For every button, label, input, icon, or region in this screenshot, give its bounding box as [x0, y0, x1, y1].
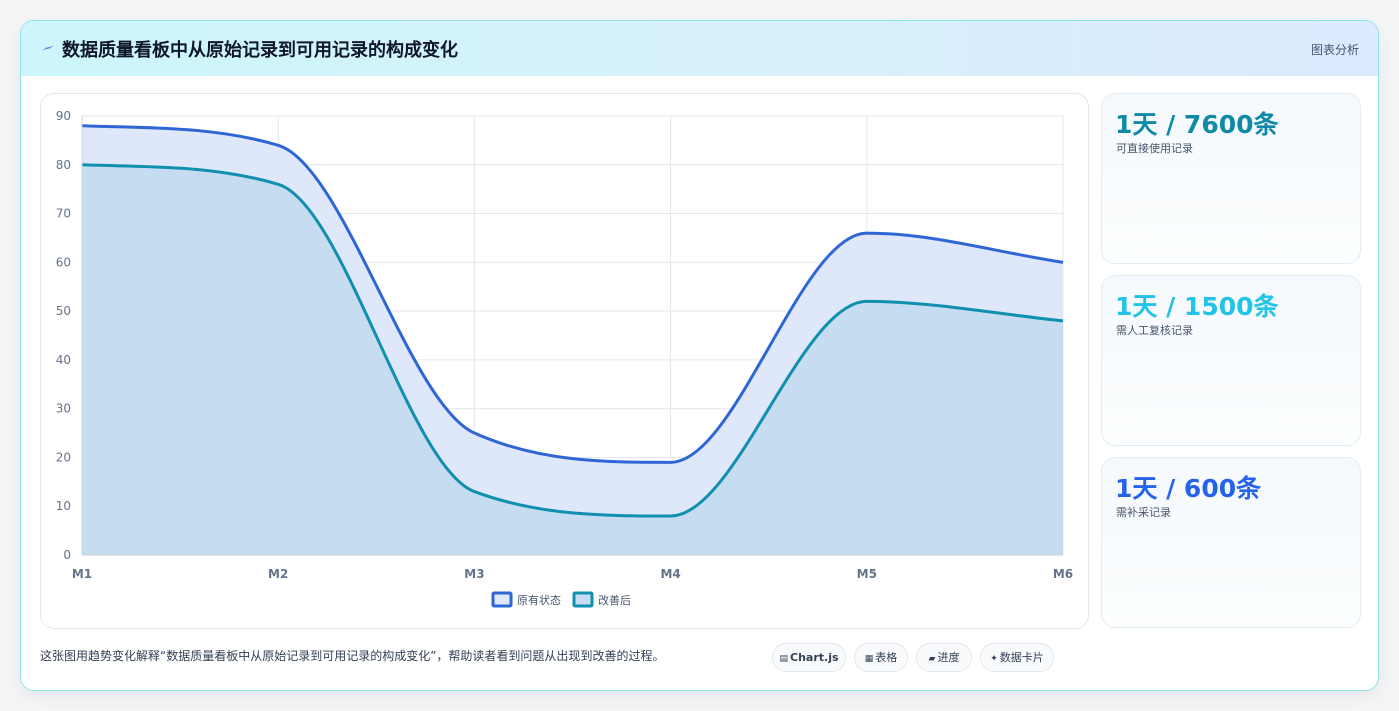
chip-label: 数据卡片	[999, 651, 1044, 664]
y-tick-label: 0	[63, 548, 71, 562]
table-icon: ▦	[864, 654, 874, 664]
progress-icon: ▰	[928, 654, 936, 664]
y-tick-label: 10	[56, 499, 71, 513]
x-tick-label: M5	[857, 567, 877, 581]
chip-label: 表格	[875, 651, 898, 664]
stat-card-recollect: 1天 / 600条 需补采记录	[1101, 457, 1361, 628]
chart-card: 数据质量看板中从原始记录到可用记录的构成变化 图表分析 0 10 20 30 40 50 6…	[20, 20, 1379, 691]
chart-caption: 这张图用趋势变化解释“数据质量看板中从原始记录到可用记录的构成变化”，帮助读者看…	[40, 649, 665, 663]
chip-chartjs[interactable]: ▤ Chart.js	[772, 643, 846, 672]
legend-swatch	[491, 591, 513, 608]
stat-value: 1天 / 600条	[1115, 474, 1262, 503]
y-tick-label: 80	[56, 158, 71, 172]
x-tick-label: M1	[72, 567, 92, 581]
y-tick-label: 20	[56, 450, 71, 464]
stat-value: 1天 / 7600条	[1115, 110, 1279, 139]
chip-label: Chart.js	[790, 651, 839, 664]
x-tick-label: M2	[268, 567, 288, 581]
y-tick-label: 40	[56, 353, 71, 367]
stat-value: 1天 / 1500条	[1115, 292, 1279, 321]
lightning-icon	[42, 45, 54, 51]
chip-progress[interactable]: ▰ 进度	[916, 643, 972, 672]
stat-label: 可直接使用记录	[1116, 142, 1193, 155]
sparkle-icon: ✦	[990, 654, 998, 664]
stat-label: 需人工复核记录	[1116, 324, 1193, 337]
area-chart: 0 10 20 30 40 50 60 70 80 90 M1 M2 M3 M4 M5 M6 原有状态 改善后	[56, 109, 1073, 608]
chip-table[interactable]: ▦ 表格	[854, 643, 908, 672]
chart-icon: ▤	[779, 654, 788, 664]
x-tick-label: M6	[1053, 567, 1073, 581]
legend-label: 改善后	[598, 593, 631, 607]
stat-label: 需补采记录	[1116, 506, 1171, 519]
y-tick-label: 30	[56, 402, 71, 416]
legend-swatch	[572, 591, 594, 608]
y-tick-label: 60	[56, 255, 71, 269]
x-tick-label: M4	[660, 567, 680, 581]
card-header: 数据质量看板中从原始记录到可用记录的构成变化 图表分析	[21, 21, 1378, 76]
chart-analysis-tag: 图表分析	[1310, 43, 1359, 57]
chip-label: 进度	[937, 651, 960, 664]
chart-panel: 0 10 20 30 40 50 60 70 80 90 M1 M2 M3 M4 M5 M6 原有状态 改善后	[40, 93, 1089, 629]
y-tick-label: 70	[56, 207, 71, 221]
y-tick-label: 90	[56, 109, 71, 123]
series-area-2	[82, 164, 1063, 555]
stat-card-review: 1天 / 1500条 需人工复核记录	[1101, 275, 1361, 446]
series-line-1	[81, 124, 1064, 464]
x-tick-label: M3	[464, 567, 484, 581]
y-tick-label: 50	[56, 304, 71, 318]
page-title: 数据质量看板中从原始记录到可用记录的构成变化	[62, 40, 458, 61]
legend-label: 原有状态	[517, 593, 561, 607]
chip-data-card[interactable]: ✦ 数据卡片	[980, 643, 1054, 672]
stat-card-usable: 1天 / 7600条 可直接使用记录	[1101, 93, 1361, 264]
series-line-2	[81, 163, 1064, 518]
